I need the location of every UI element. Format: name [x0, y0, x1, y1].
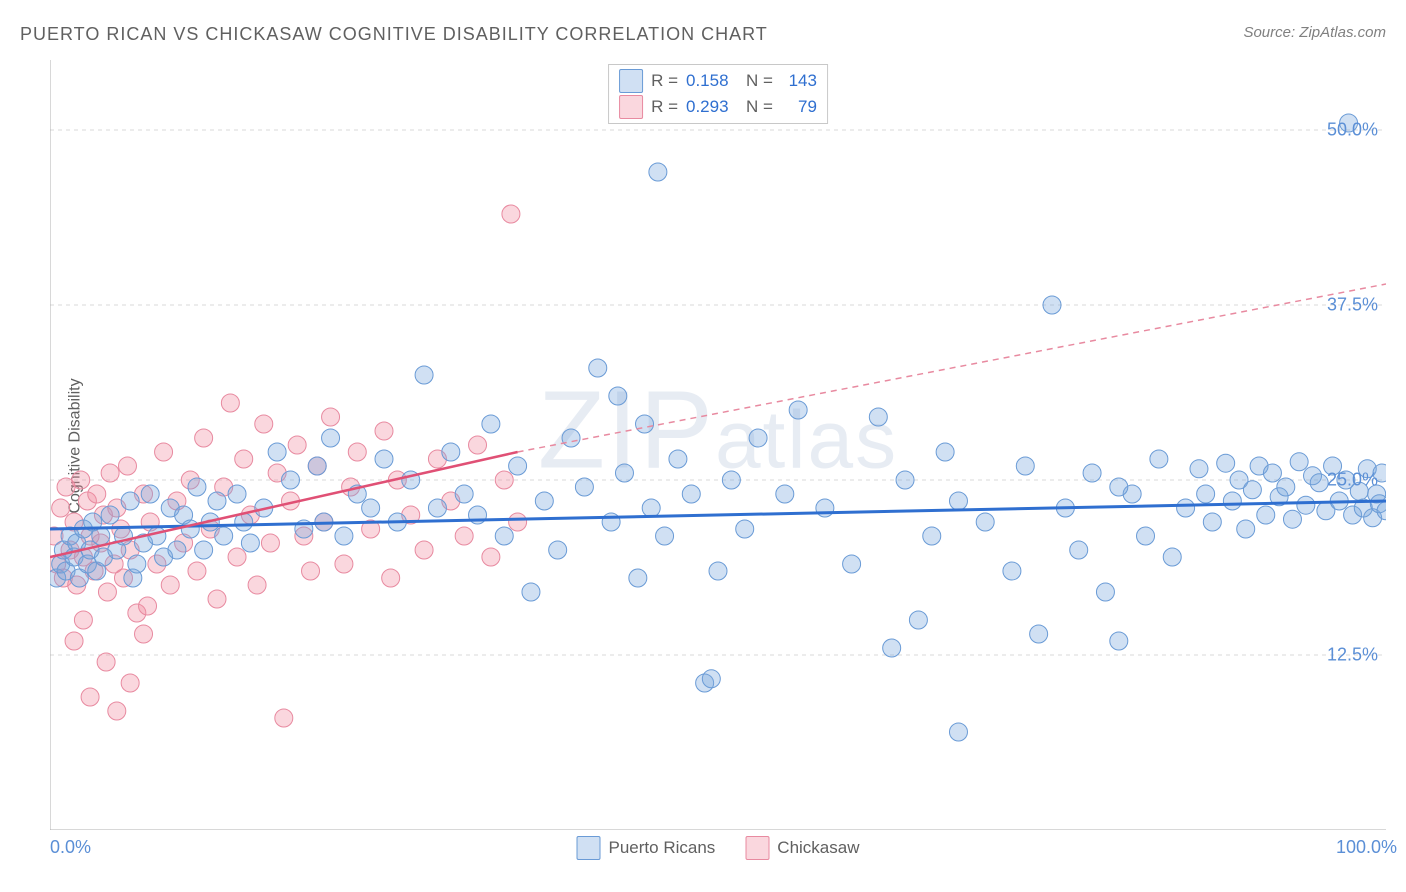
stats-row-1: R = 0.158 N = 143	[619, 69, 817, 93]
r-label: R =	[651, 97, 678, 117]
legend-item-1: Puerto Ricans	[577, 836, 716, 860]
series-legend: Puerto Ricans Chickasaw	[577, 836, 860, 860]
r-value-2: 0.293	[686, 97, 738, 117]
source-label: Source: ZipAtlas.com	[1243, 24, 1386, 41]
swatch-icon	[577, 836, 601, 860]
n-value-2: 79	[781, 97, 817, 117]
ytick-label: 37.5%	[1327, 295, 1378, 316]
n-value-1: 143	[781, 71, 817, 91]
swatch-series-1	[619, 69, 643, 93]
ytick-label: 50.0%	[1327, 120, 1378, 141]
xtick-label: 0.0%	[50, 837, 91, 858]
n-label: N =	[746, 71, 773, 91]
legend-label-1: Puerto Ricans	[609, 838, 716, 858]
legend-item-2: Chickasaw	[745, 836, 859, 860]
legend-label-2: Chickasaw	[777, 838, 859, 858]
r-value-1: 0.158	[686, 71, 738, 91]
r-label: R =	[651, 71, 678, 91]
ytick-label: 12.5%	[1327, 645, 1378, 666]
n-label: N =	[746, 97, 773, 117]
stats-legend: R = 0.158 N = 143 R = 0.293 N = 79	[608, 64, 828, 124]
plot-area: ZIPatlas R = 0.158 N = 143 R = 0.293 N =…	[50, 60, 1386, 830]
scatter-chart	[50, 60, 1386, 830]
xtick-label: 100.0%	[1336, 837, 1397, 858]
swatch-series-2	[619, 95, 643, 119]
chart-title: PUERTO RICAN VS CHICKASAW COGNITIVE DISA…	[20, 24, 768, 45]
swatch-icon	[745, 836, 769, 860]
ytick-label: 25.0%	[1327, 470, 1378, 491]
stats-row-2: R = 0.293 N = 79	[619, 95, 817, 119]
